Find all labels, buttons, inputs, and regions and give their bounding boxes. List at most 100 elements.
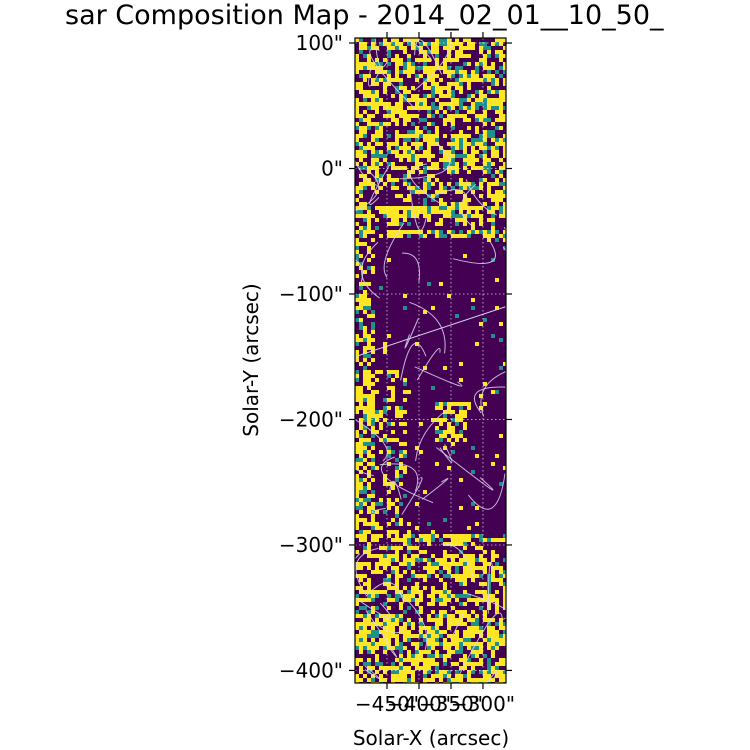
heatmap-cell bbox=[503, 210, 506, 214]
heatmap-cell bbox=[439, 578, 443, 582]
heatmap-cell bbox=[463, 634, 467, 638]
heatmap-cell bbox=[395, 130, 399, 134]
heatmap-cell bbox=[423, 178, 427, 182]
heatmap-cell bbox=[367, 618, 371, 622]
heatmap-cell bbox=[363, 582, 367, 586]
heatmap-cell bbox=[403, 86, 407, 90]
heatmap-cell bbox=[415, 74, 419, 78]
heatmap-cell bbox=[431, 654, 435, 658]
heatmap-cell bbox=[375, 158, 379, 162]
heatmap-cell bbox=[451, 622, 455, 626]
heatmap-cell bbox=[379, 526, 383, 530]
heatmap-cell bbox=[367, 342, 371, 346]
heatmap-cell bbox=[411, 594, 415, 598]
heatmap-cell bbox=[391, 670, 395, 674]
heatmap-cell bbox=[431, 534, 435, 538]
heatmap-cell bbox=[495, 98, 499, 102]
heatmap-cell bbox=[359, 182, 363, 186]
heatmap-cell bbox=[487, 70, 491, 74]
heatmap-cell bbox=[427, 646, 431, 650]
heatmap-cell bbox=[427, 150, 431, 154]
heatmap-cell bbox=[479, 554, 483, 558]
heatmap-cell bbox=[471, 110, 475, 114]
heatmap-cell bbox=[423, 182, 427, 186]
heatmap-cell bbox=[459, 70, 463, 74]
heatmap-cell bbox=[463, 186, 467, 190]
field-line bbox=[473, 386, 506, 414]
heatmap-cell bbox=[423, 62, 427, 66]
heatmap-cell bbox=[431, 102, 435, 106]
heatmap-cell bbox=[455, 98, 459, 102]
heatmap-cell bbox=[371, 538, 375, 542]
heatmap-cell bbox=[459, 622, 463, 626]
heatmap-cell bbox=[479, 94, 483, 98]
heatmap-cell bbox=[371, 406, 375, 410]
heatmap-cell bbox=[451, 558, 455, 562]
heatmap-cell bbox=[427, 634, 431, 638]
heatmap-cell bbox=[499, 98, 503, 102]
heatmap-cell bbox=[427, 114, 431, 118]
heatmap-cell bbox=[387, 206, 391, 210]
heatmap-cell bbox=[479, 138, 483, 142]
heatmap-cell bbox=[355, 246, 359, 250]
heatmap-cell bbox=[391, 486, 395, 490]
heatmap-cell bbox=[491, 222, 495, 226]
heatmap-cell bbox=[431, 602, 435, 606]
heatmap-cell bbox=[391, 106, 395, 110]
y-axis-ticks: 100"0"−100"−200"−300"−400" bbox=[279, 31, 512, 682]
heatmap-cell bbox=[395, 214, 399, 218]
heatmap-cell bbox=[383, 642, 387, 646]
heatmap-cell bbox=[423, 126, 427, 130]
heatmap-cell bbox=[447, 182, 451, 186]
heatmap-cell bbox=[455, 138, 459, 142]
heatmap-cell bbox=[443, 662, 447, 666]
heatmap-cell bbox=[471, 222, 475, 226]
heatmap-cell bbox=[439, 622, 443, 626]
field-line bbox=[408, 182, 427, 231]
heatmap-cell bbox=[359, 454, 363, 458]
heatmap-cell bbox=[355, 442, 359, 446]
heatmap-cell bbox=[419, 230, 423, 234]
heatmap-cell bbox=[467, 678, 471, 682]
heatmap-cell bbox=[387, 534, 391, 538]
heatmap-cell bbox=[383, 410, 387, 414]
heatmap-cell bbox=[503, 638, 506, 642]
heatmap-cell bbox=[379, 102, 383, 106]
heatmap-cell bbox=[355, 526, 359, 530]
heatmap-cell bbox=[435, 618, 439, 622]
heatmap-cell bbox=[451, 170, 455, 174]
heatmap-cell bbox=[379, 642, 383, 646]
heatmap-cell bbox=[403, 94, 407, 98]
heatmap-cell bbox=[407, 186, 411, 190]
heatmap-cell bbox=[463, 558, 467, 562]
heatmap-cell bbox=[475, 126, 479, 130]
heatmap-cell bbox=[363, 378, 367, 382]
heatmap-cell bbox=[367, 578, 371, 582]
heatmap-cell bbox=[411, 94, 415, 98]
heatmap-cell bbox=[483, 62, 487, 66]
heatmap-cell bbox=[395, 194, 399, 198]
heatmap-cell bbox=[403, 138, 407, 142]
heatmap-cell bbox=[363, 146, 367, 150]
heatmap-cell bbox=[471, 642, 475, 646]
heatmap-cell bbox=[363, 634, 367, 638]
heatmap-cell bbox=[371, 534, 375, 538]
heatmap-cell bbox=[411, 674, 415, 678]
heatmap-cell bbox=[487, 606, 491, 610]
heatmap-cell bbox=[363, 358, 367, 362]
heatmap-cell bbox=[367, 414, 371, 418]
heatmap-cell bbox=[391, 518, 395, 522]
heatmap-cell bbox=[475, 102, 479, 106]
heatmap-cell bbox=[503, 662, 506, 666]
heatmap-cell bbox=[447, 114, 451, 118]
heatmap-cell bbox=[367, 282, 371, 286]
heatmap-cell bbox=[399, 562, 403, 566]
heatmap-cell bbox=[387, 234, 391, 238]
heatmap-cell bbox=[503, 670, 506, 674]
heatmap-cell bbox=[467, 570, 471, 574]
heatmap-cell bbox=[403, 586, 407, 590]
heatmap-cell bbox=[427, 678, 431, 682]
heatmap-cell bbox=[459, 78, 463, 82]
heatmap-cell bbox=[387, 582, 391, 586]
heatmap-cell bbox=[387, 334, 391, 338]
